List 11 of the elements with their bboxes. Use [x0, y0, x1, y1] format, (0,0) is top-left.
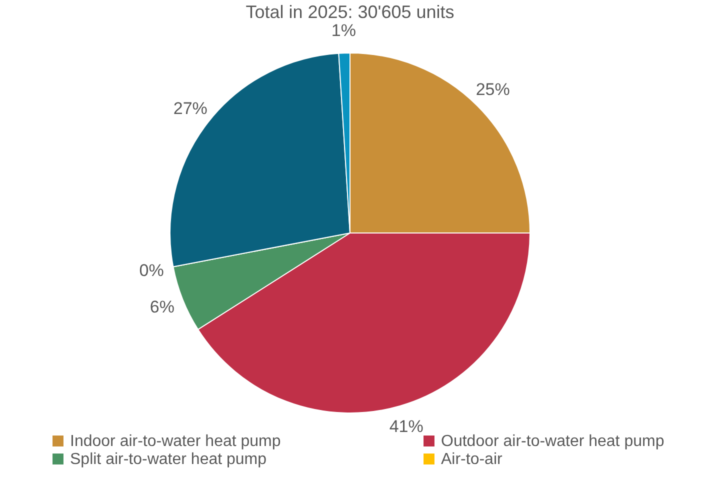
data-label: 25%	[476, 80, 510, 100]
text: 0%	[139, 260, 164, 280]
data-label: 41%	[389, 416, 424, 436]
legend-label: Indoor air-to-water heat pump	[70, 433, 281, 450]
legend-label: Air-to-air	[441, 451, 504, 468]
legend-label: Outdoor air-to-water heat pump	[441, 433, 664, 450]
legend-label: Split air-to-water heat pump	[70, 451, 267, 468]
data-label: 27%	[173, 99, 208, 118]
chart-title: Total in 2025: 30'605 units	[246, 2, 454, 22]
data-label: 6%	[150, 297, 174, 316]
data-label: 1%	[331, 21, 356, 40]
